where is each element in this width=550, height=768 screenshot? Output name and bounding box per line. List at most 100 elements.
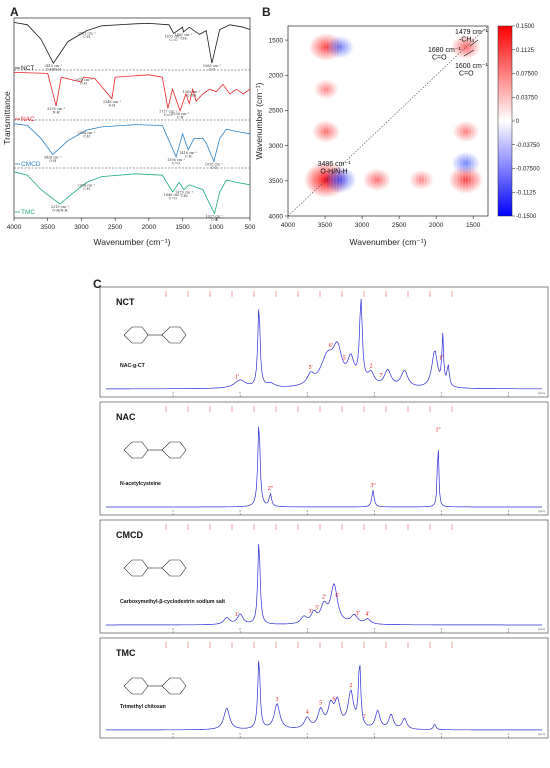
cos-peak [450, 35, 481, 60]
nmr-peak-label: 1' [235, 375, 239, 381]
nmr-title: NCT [116, 297, 135, 307]
ftir-annotation: 1596 cm⁻¹ [167, 158, 186, 162]
nmr-x-unit: [ppm] [539, 627, 546, 631]
ftir-annotation: 1487 cm⁻¹ [174, 33, 193, 37]
nmr-x-tick-label: 6 [172, 627, 174, 631]
nmr-peak-label: 5 [343, 356, 346, 362]
ftir-annotation-group: -CH₃ [179, 37, 188, 41]
cos-x-tick-label: 4000 [281, 222, 296, 229]
nmr-x-tick-label: 2 [441, 627, 443, 631]
nmr-trace [106, 544, 542, 626]
nmr-spectrum-nct: 6 5 4 3 2 1 [ppm] NCT NAC-g-CT 1' 5' 6' 5 2 7 1'' [99, 286, 549, 398]
nmr-peak-label: 1' [235, 612, 239, 618]
nmr-peak-label: 4' [366, 611, 370, 617]
cos-x-tick-label: 2000 [429, 222, 444, 229]
ftir-x-tick-label: 500 [245, 224, 256, 231]
cos-y-tick-label: 1500 [269, 37, 284, 44]
colorbar-tick-label: 0.03750 [516, 95, 538, 101]
molecule-ring-icon [161, 326, 187, 344]
molecule-ring-icon [161, 441, 187, 459]
nmr-title: CMCD [116, 530, 143, 540]
nmr-peak-label: 1'' [435, 428, 440, 434]
ftir-annotation-group: C-O [211, 166, 218, 170]
ftir-legend-tmc: TMC [21, 209, 35, 216]
cos-x-tick-label: 2500 [392, 222, 407, 229]
colorbar-tick-label: 0.07500 [516, 72, 538, 78]
colorbar-tick-label: 0.1125 [516, 48, 535, 54]
nmr-frame [99, 519, 549, 634]
nmr-frame [99, 401, 549, 516]
cos-x-tick-label: 3500 [318, 222, 333, 229]
nmr-peak-label: 2 [369, 363, 372, 369]
nmr-peak-label: 5 [319, 700, 322, 706]
nmr-x-tick-label: 2 [441, 732, 443, 736]
ftir-annotation-group: C-H [83, 187, 90, 191]
cos-annotation-value: 3486 cm⁻¹ [318, 161, 352, 168]
nmr-x-tick-label: 5 [239, 509, 241, 513]
ftir-line-nac [13, 72, 251, 113]
ftir-annotation-group: C-H [83, 35, 90, 39]
ftir-x-tick-label: 3500 [40, 224, 55, 231]
nmr-peak-label: 1'' [439, 355, 444, 361]
ftir-annotation-group: C=O [169, 197, 177, 201]
ftir-annotation-group: C-H [83, 135, 90, 139]
ftir-annotation: 1369 cm⁻¹ [182, 90, 201, 94]
nmr-x-tick-label: 5 [239, 732, 241, 736]
nmr-x-tick-label: 2 [441, 391, 443, 395]
ftir-x-tick-label: 1500 [175, 224, 190, 231]
ftir-annotation-group: C=O [164, 113, 172, 117]
ftir-y-axis-label: Transmittance [2, 91, 12, 145]
nmr-trace [106, 298, 542, 390]
cos-annotation-value: 1680 cm⁻¹ [428, 47, 462, 54]
nmr-molecule-name: Trimethyl chitosan [120, 704, 166, 710]
ftir-annotation-group: S-H [109, 103, 116, 107]
ftir-annotation: 1065 cm⁻¹ [203, 64, 222, 68]
cos-y-tick-label: 2500 [269, 108, 284, 115]
cos-peak [408, 169, 434, 190]
cos-arrow [469, 39, 479, 47]
ftir-x-axis-label: Wavenumber (cm⁻¹) [94, 237, 171, 247]
nmr-molecule-name: N-acetylcysteine [120, 481, 161, 487]
ftir-annotation: 2921 cm⁻¹ [78, 32, 97, 36]
ftir-annotation: 2924 cm⁻¹ [78, 183, 97, 187]
nmr-peak-label: 3'' [370, 483, 375, 489]
cos-annotation-value: 1479 cm⁻¹ [455, 29, 489, 36]
nmr-x-tick-label: 3 [374, 391, 376, 395]
cos-annotation-value: 1600 cm⁻¹ [455, 63, 489, 70]
nmr-x-tick-label: 1 [508, 732, 510, 736]
ftir-annotation-group: C-H [185, 154, 192, 158]
nmr-x-unit: [ppm] [539, 509, 546, 513]
ftir-x-tick-label: 3000 [74, 224, 89, 231]
cos-annotation-group: O-H/N-H [320, 169, 347, 176]
ftir-annotation: 1035 cm⁻¹ [205, 162, 224, 166]
nmr-x-tick-label: 4 [307, 391, 309, 395]
colorbar [497, 25, 513, 217]
cos-peak [452, 120, 479, 143]
ftir-legend-nac: NAC [21, 116, 35, 123]
nmr-peak-label: 2' [322, 594, 326, 600]
nmr-peak-label: 4 [306, 710, 309, 716]
nmr-panel: 6 5 4 3 2 1 [ppm] NCT NAC-g-CT 1' 5' 6' 5 2 7 1'' 6 5 4 3 2 1… [99, 286, 549, 739]
nmr-x-unit: [ppm] [539, 391, 546, 395]
ftir-annotation-group: O-H [80, 82, 87, 86]
nmr-trace [106, 660, 542, 731]
molecule-ring-icon [161, 559, 187, 577]
nmr-peak-label: 3 [276, 697, 279, 703]
cos-y-tick-label: 4000 [269, 213, 284, 220]
ftir-legend-cmcd: CMCD [21, 161, 41, 168]
nmr-peak-label: 2'' [268, 486, 273, 492]
panel-label-b: B [262, 5, 271, 19]
cos-peak [448, 165, 483, 194]
cos-y-tick-label: 3000 [269, 143, 284, 150]
colorbar-tick-label: -0.1125 [516, 190, 537, 196]
nmr-peak-label: 2 [349, 683, 352, 689]
ftir-annotation: 1479 cm⁻¹ [175, 191, 194, 195]
ftir-annotation: 1536 cm⁻¹ [171, 112, 190, 116]
cos-x-tick-label: 1500 [466, 222, 481, 229]
2dcos-x-axis-label: Wavenumber (cm⁻¹) [350, 237, 427, 247]
ftir-annotation-group: C-OH [187, 94, 197, 98]
ftir-annotation: 2548 cm⁻¹ [103, 100, 122, 104]
nmr-x-tick-label: 1 [508, 509, 510, 513]
nmr-title: NAC [116, 412, 136, 422]
nmr-title: TMC [116, 648, 136, 658]
